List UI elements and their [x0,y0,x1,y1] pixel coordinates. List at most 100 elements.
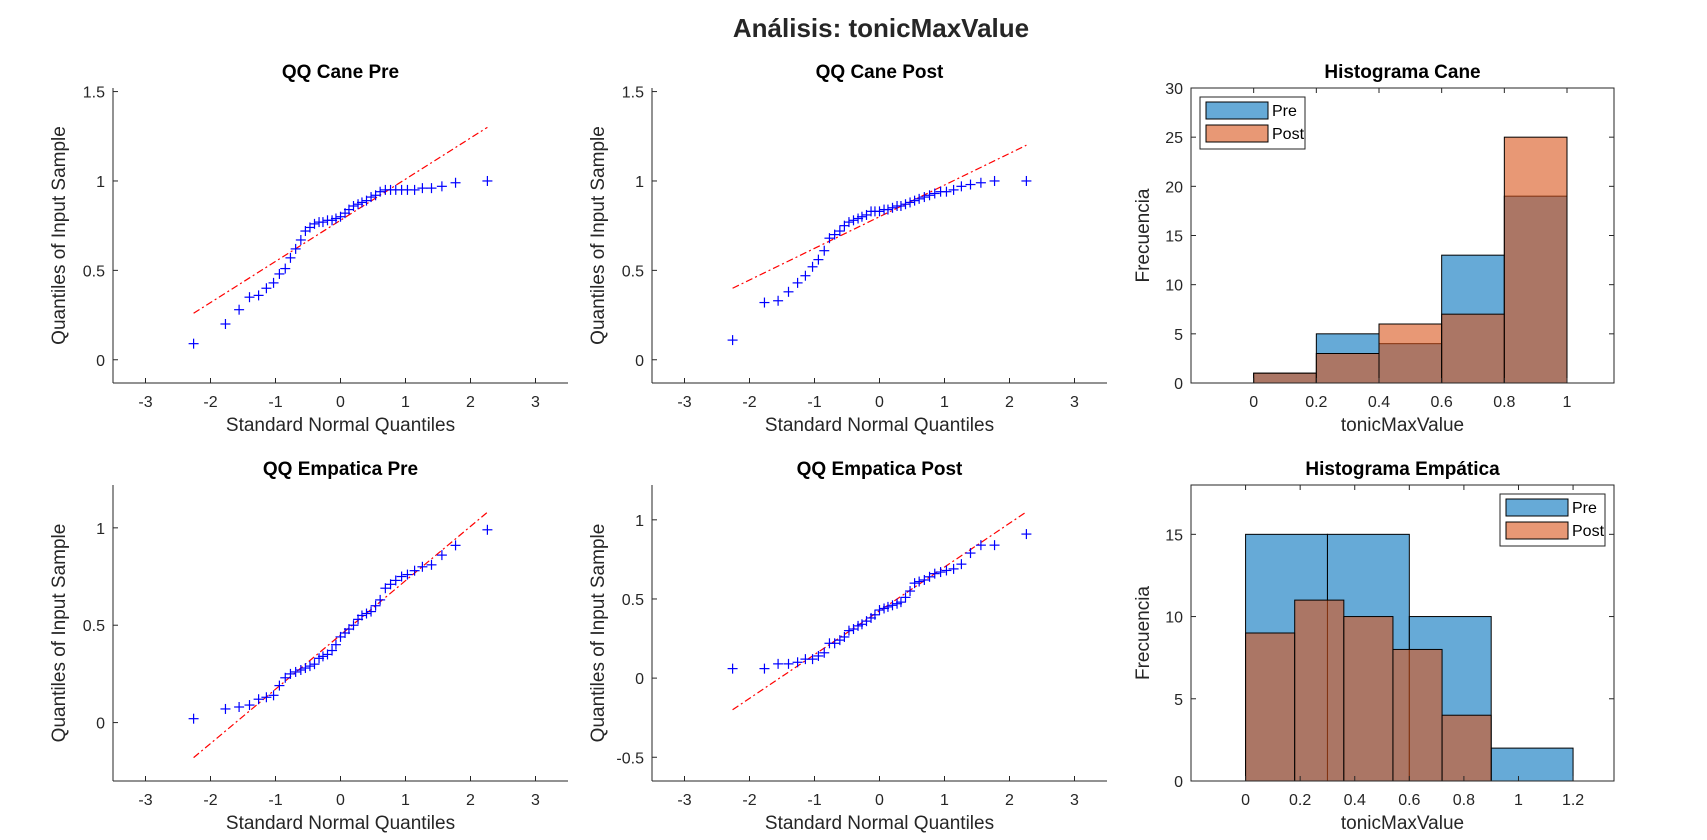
x-tick-label: -1 [807,792,821,809]
x-tick-label: -3 [138,792,152,809]
y-tick-label: 1 [96,174,105,191]
qq-point [1021,175,1032,186]
qq-point [948,184,959,195]
legend-swatch-post [1205,124,1269,143]
hist-bar-post [1441,313,1505,384]
x-axis-label: Standard Normal Quantiles [226,813,455,834]
qq-point [385,579,396,590]
y-tick-label: 1 [96,521,105,538]
qq-point [295,234,306,245]
x-tick-label: -3 [677,394,691,411]
hist-bar-post [1378,323,1443,384]
x-axis-label: tonicMaxValue [1341,415,1464,436]
hist-bar-post [1441,714,1492,782]
qq-point [856,211,867,222]
figure-title: Análisis: tonicMaxValue [733,13,1029,43]
qq-point [874,605,885,616]
qq-point [956,181,967,192]
hist-bar-post [1343,616,1394,782]
qq-point [941,565,952,576]
qq-point [285,668,296,679]
qq-point [905,197,916,208]
y-tick-label: 0.5 [622,592,644,609]
qq-point [956,559,967,570]
qq-point [839,631,850,642]
x-axis-label: tonicMaxValue [1341,813,1464,834]
qq-point [304,661,315,672]
qq-point [300,663,311,674]
y-tick-label: 0 [96,716,105,733]
qq-point [783,286,794,297]
y-tick-label: 1.5 [622,85,644,102]
qq-point [253,290,264,301]
qq-point [450,540,461,551]
qq-point [800,270,811,281]
x-tick-label: 0.2 [1305,394,1327,411]
qq-point [396,571,407,582]
qq-point [935,567,946,578]
y-tick-label: -0.5 [616,750,644,767]
y-tick-label: 10 [1165,278,1183,295]
qq-point [929,568,940,579]
legend-label-pre: Pre [1272,103,1297,120]
x-tick-label: 1 [1563,394,1572,411]
qq-point [375,594,386,605]
y-axis-label: Frecuencia [1133,188,1154,282]
qq-point [792,657,803,668]
qq-point [989,540,1000,551]
qq-point [409,184,420,195]
x-tick-label: 1 [1514,792,1523,809]
qq-point [924,571,935,582]
x-tick-label: 0 [1249,394,1258,411]
x-tick-label: 0.6 [1398,792,1420,809]
qq-point [900,592,911,603]
legend: Pre Post [1499,493,1606,547]
panel-title: QQ Cane Post [816,62,944,83]
qq-point [989,175,1000,186]
x-tick-label: 0.8 [1493,394,1515,411]
qq-point [895,201,906,211]
qq-point [887,202,898,213]
x-tick-label: -1 [268,394,282,411]
qq-point [348,620,359,631]
panel-title: QQ Empatica Pre [263,459,418,480]
qq-point [366,606,377,617]
qq-point [402,569,413,580]
qq-point [848,215,859,226]
qq-point [280,263,291,274]
y-tick-label: 20 [1165,179,1183,196]
qq-point [290,666,301,677]
x-tick-label: 2 [1005,792,1014,809]
x-tick-label: 1 [401,394,410,411]
y-tick-label: 0.5 [83,263,105,280]
qq-point [919,192,930,203]
y-tick-label: 0.5 [622,263,644,280]
qq-point [914,193,925,204]
qq-point [436,181,447,192]
y-axis-label: Quantiles of Input Sample [588,524,609,743]
x-tick-label: 0.4 [1344,792,1366,809]
hist-bar-pre [1490,747,1574,782]
qq-point [905,586,916,597]
hist-bar-post [1503,136,1568,384]
qq-point [914,576,925,587]
qq-point [759,297,770,308]
y-axis-label: Quantiles of Input Sample [588,126,609,345]
qq-point [370,600,381,611]
qq-point [426,183,437,194]
x-tick-label: -2 [742,792,756,809]
qq-point [929,188,940,199]
qq-point [330,639,341,650]
axes-box [1190,484,1615,782]
qq-point [975,540,986,551]
y-tick-label: 5 [1174,327,1183,344]
y-tick-label: 0 [1174,774,1183,791]
legend-swatch-post [1505,521,1569,540]
panel-6: 0 0.2 0.4 0.6 0.8 1 1.2 0 5 10 15 Histograma Empáti… [1133,459,1615,834]
qq-point [948,563,959,574]
plot-area [652,88,1107,383]
y-tick-label: 1.5 [83,85,105,102]
qq-point [482,175,493,186]
qq-point [390,575,401,586]
